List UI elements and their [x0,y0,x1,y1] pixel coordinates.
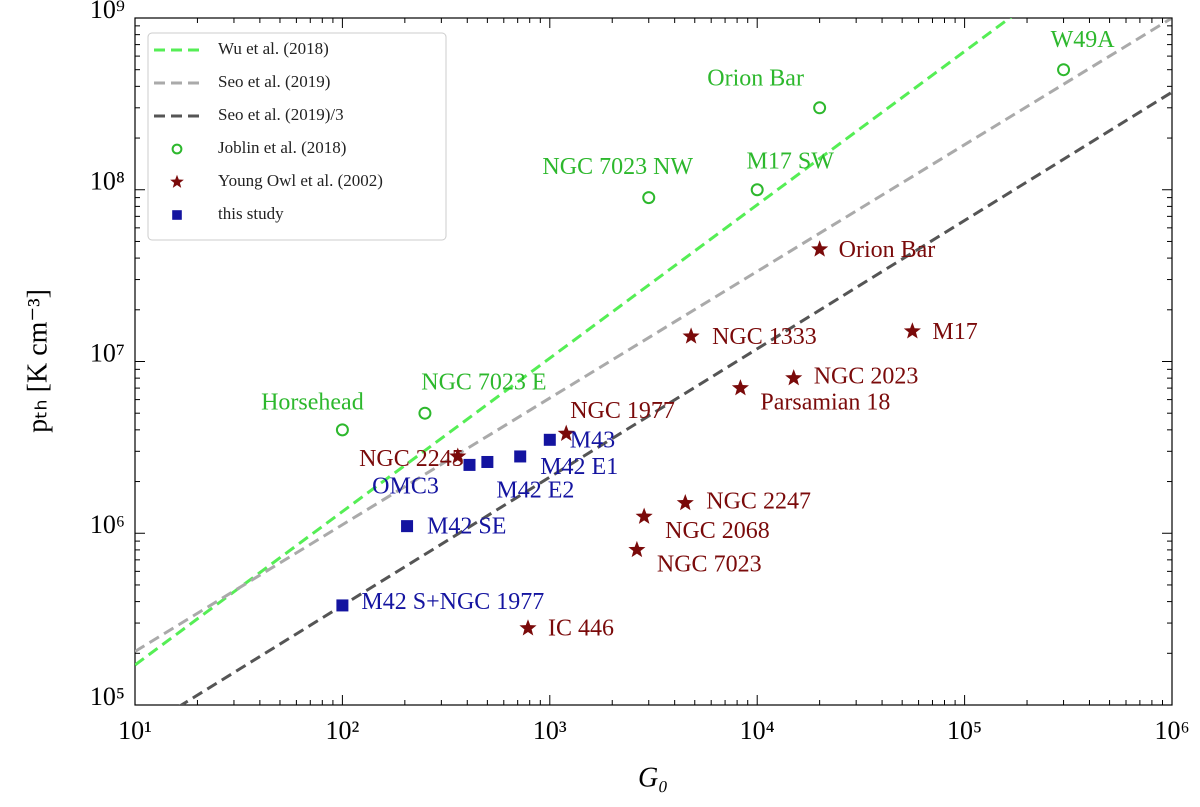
x-tick-label: 10¹ [118,716,152,745]
point-label: NGC 7023 E [421,370,546,396]
point-label: NGC 2247 [706,489,811,515]
point-label: NGC 2068 [665,518,770,544]
legend-swatch [172,210,182,220]
point [336,599,349,612]
legend-label: this study [218,204,284,223]
point [543,433,556,446]
point-label: M42 S+NGC 1977 [361,589,544,615]
legend-label: Seo et al. (2019) [218,72,330,91]
point-label: NGC 7023 NW [542,154,693,180]
x-tick-label: 10⁶ [1154,716,1189,745]
point-label: NGC 2245 [359,446,464,472]
point-label: NGC 7023 [657,551,762,577]
point [463,458,476,471]
point-label: Parsamian 18 [760,390,890,416]
point [903,322,921,339]
point-label: NGC 1977 [570,398,675,424]
fit-line [135,18,1172,653]
legend-swatch [170,174,184,188]
point-label: Orion Bar [707,65,804,91]
y-tick-label: 10⁵ [90,682,125,711]
x-axis-label: G₀ [638,762,668,793]
legend-label: Joblin et al. (2018) [218,138,346,157]
point-label: Horsehead [261,389,364,415]
point [1057,63,1071,77]
point [628,540,646,558]
point-label: M42 E2 [496,477,574,503]
x-tick-label: 10³ [533,716,567,745]
point-label: W49A [1051,27,1116,53]
point-label: M43 [570,427,615,453]
point [813,101,827,115]
point-label: Orion Bar [839,237,936,263]
fit-line [135,18,1013,667]
y-tick-label: 10⁸ [90,167,125,196]
point-label: M17 [932,319,977,345]
legend-box [147,32,447,241]
point [642,191,656,205]
legend-swatch [171,143,183,155]
point-label: M17 SW [747,148,835,174]
x-tick-label: 10⁵ [947,716,982,745]
y-axis-label: pₜₕ [K cm⁻³] [22,289,53,433]
point [449,447,467,464]
point [635,507,653,524]
point-label: M42 E1 [540,454,618,480]
point [731,379,749,396]
minor-ticks [135,18,1172,705]
x-tick-label: 10² [326,716,360,745]
legend-label: Wu et al. (2018) [218,39,329,58]
point-label: M42 SE [427,514,506,540]
point [401,520,414,533]
point [557,424,575,441]
point [519,619,537,636]
point [514,450,527,463]
lines [135,18,1172,705]
point [785,369,803,386]
point [418,406,432,420]
point [335,423,349,437]
point [481,455,494,468]
x-tick-label: 10⁴ [740,716,775,745]
point [750,183,764,197]
legend-label: Seo et al. (2019)/3 [218,105,344,124]
y-tick-label: 10⁹ [90,0,125,24]
point-label: OMC3 [372,473,439,499]
legend-label: Young Owl et al. (2002) [218,171,383,190]
y-tick-label: 10⁶ [90,510,125,539]
point-label: IC 446 [548,616,614,642]
y-tick-label: 10⁷ [90,338,125,367]
point [682,327,700,344]
point-label: NGC 2023 [814,364,919,390]
point [676,494,694,511]
point-label: NGC 1333 [712,324,817,350]
point [811,240,829,257]
